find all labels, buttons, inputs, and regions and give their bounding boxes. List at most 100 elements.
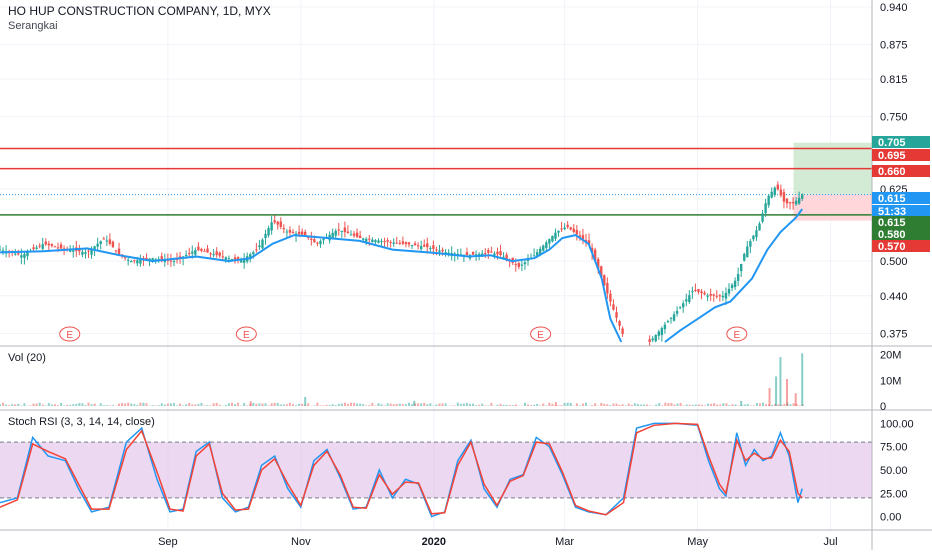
volume-bar: [396, 404, 398, 406]
candle-body: [554, 233, 556, 239]
candle-body: [185, 255, 187, 256]
volume-bar: [643, 405, 645, 406]
price-tick-label: 0.500: [880, 256, 908, 268]
volume-bar: [387, 403, 389, 406]
volume-bar: [472, 404, 474, 406]
candle-body: [399, 243, 401, 244]
stoch-tick-label: 50.00: [880, 465, 908, 477]
volume-bar: [670, 403, 672, 406]
volume-bar: [435, 405, 437, 406]
earnings-marker-label: E: [537, 330, 544, 341]
candle-body: [280, 221, 282, 227]
candle-body: [560, 228, 562, 229]
candle-body: [51, 244, 53, 246]
volume-bar: [637, 404, 639, 406]
volume-bar: [145, 403, 147, 406]
volume-bar: [704, 405, 706, 406]
volume-bar: [548, 403, 550, 406]
volume-bar: [176, 405, 178, 406]
stoch-rsi-pane[interactable]: [0, 423, 872, 516]
volume-bar: [261, 404, 263, 406]
candle-body: [359, 236, 361, 238]
volume-bar: [530, 405, 532, 406]
candle-body: [618, 321, 620, 326]
candle-body: [335, 231, 337, 236]
candle-body: [749, 241, 751, 247]
candle-body: [87, 251, 89, 252]
volume-bar: [384, 405, 386, 406]
volume-bar: [451, 405, 453, 406]
candle-body: [441, 250, 443, 251]
volume-bar: [655, 405, 657, 406]
volume-bar: [139, 403, 141, 406]
volume-bar: [460, 404, 462, 406]
volume-bar: [197, 404, 199, 406]
volume-bar: [680, 403, 682, 406]
price-badge-label: 0.660: [878, 166, 906, 178]
volume-bar: [762, 403, 764, 406]
volume-pane[interactable]: [0, 353, 804, 406]
candle-body: [200, 249, 202, 251]
candle-body: [615, 312, 617, 318]
candle-body: [225, 257, 227, 259]
volume-bar: [289, 403, 291, 406]
volume-bar: [316, 403, 318, 406]
candle-body: [518, 263, 520, 267]
volume-bar: [286, 404, 288, 406]
volume-bar: [155, 405, 157, 406]
candle-body: [353, 234, 355, 236]
volume-bar: [728, 405, 730, 406]
volume-bar: [631, 405, 633, 406]
candle-body: [139, 260, 141, 264]
volume-bar: [377, 403, 379, 406]
candle-body: [411, 245, 413, 246]
volume-bar: [707, 404, 709, 406]
volume-bar: [374, 405, 376, 406]
volume-bar: [252, 403, 254, 406]
candle-body: [767, 196, 769, 205]
candle-body: [545, 242, 547, 248]
volume-bar: [219, 405, 221, 406]
candle-body: [426, 243, 428, 247]
candle-body: [612, 304, 614, 309]
time-tick-label: Sep: [158, 536, 178, 548]
chart-subtitle: Serangkai: [8, 20, 58, 32]
candle-body: [557, 231, 559, 233]
candle-body: [743, 254, 745, 261]
candle-body: [405, 242, 407, 244]
candle-body: [188, 253, 190, 254]
volume-bar: [250, 401, 252, 406]
candle-body: [573, 229, 575, 232]
volume-bar: [75, 404, 77, 406]
volume-bar: [57, 405, 59, 406]
candle-body: [0, 250, 1, 251]
volume-bar: [203, 405, 205, 406]
candle-body: [402, 241, 404, 243]
candle-body: [691, 291, 693, 292]
candle-body: [215, 251, 217, 255]
price-pane[interactable]: [0, 181, 803, 345]
candle-body: [438, 250, 440, 251]
volume-bar: [329, 405, 331, 406]
volume-bar: [475, 405, 477, 406]
candle-body: [566, 225, 568, 227]
price-tick-label: 0.940: [880, 2, 908, 14]
volume-bar: [88, 403, 90, 406]
volume-bar: [60, 403, 62, 406]
position-zones: [794, 143, 872, 221]
candle-body: [731, 285, 733, 288]
horizontal-lines: [0, 148, 872, 214]
candle-body: [414, 243, 416, 245]
candle-body: [228, 258, 230, 259]
time-tick-label: 2020: [422, 536, 446, 548]
volume-bar: [323, 405, 325, 406]
candle-body: [713, 294, 715, 295]
volume-bar: [561, 405, 563, 406]
volume-bar: [393, 404, 395, 406]
volume-bar: [799, 405, 801, 406]
price-badge-label: 0.705: [878, 137, 906, 149]
candle-body: [26, 252, 28, 256]
